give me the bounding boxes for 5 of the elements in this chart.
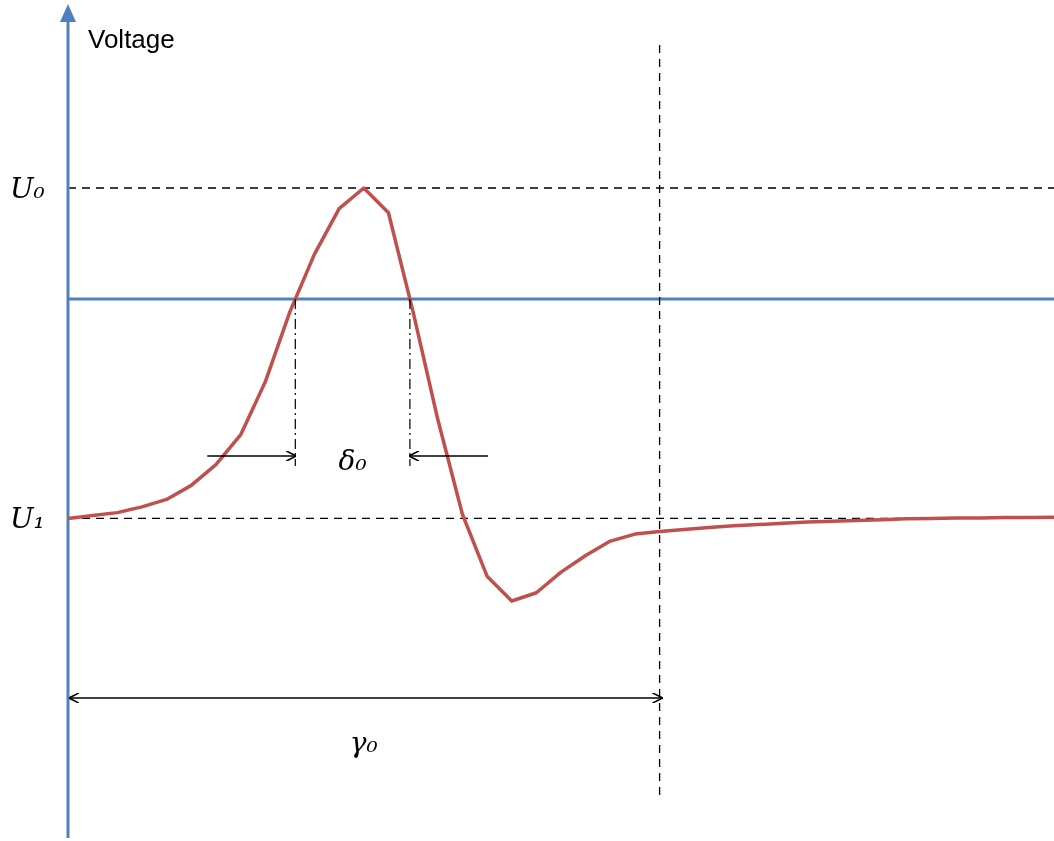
annotation: δ₀ <box>338 444 367 477</box>
text: γ₀ <box>349 726 378 759</box>
text: U₀ <box>10 172 45 205</box>
text: Voltage <box>88 24 175 54</box>
text: U₁ <box>10 502 45 536</box>
